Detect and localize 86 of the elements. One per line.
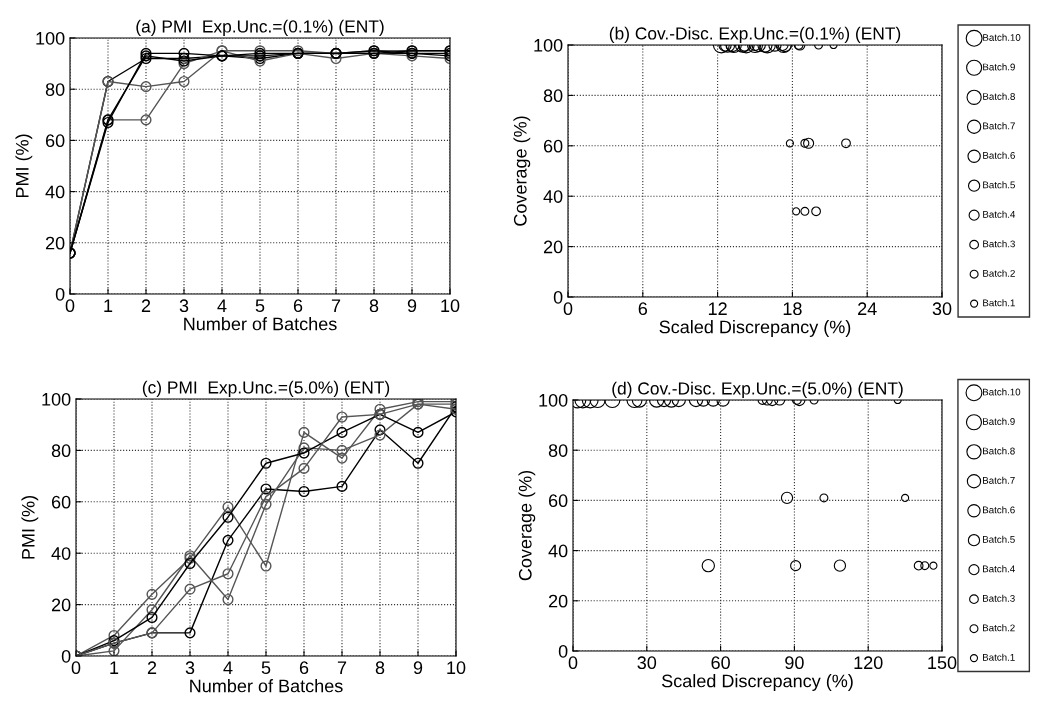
y-tick-label: 40 (51, 547, 71, 560)
legend-label: Batch.2 (983, 624, 1015, 632)
legend-label: Batch.4 (983, 210, 1016, 218)
x-tick-label: 5 (261, 661, 271, 675)
x-tick-label: 0 (568, 656, 578, 670)
legend-label: Batch.3 (983, 240, 1015, 248)
legend-label: Batch.10 (983, 33, 1021, 41)
x-tick-label: 7 (337, 661, 347, 674)
y-axis-title: Coverage (%) (513, 116, 531, 226)
legend-label: Batch.9 (983, 63, 1015, 71)
x-tick-label: 3 (185, 661, 195, 675)
x-axis-title: Number of Batches (190, 679, 343, 693)
chart-title: (a) PMI Exp.Unc.=(0.1%) (ENT) (136, 19, 384, 37)
x-axis-title: Scaled Discrepancy (%) (661, 674, 853, 691)
x-tick-label: 4 (217, 299, 227, 312)
x-tick-label: 6 (293, 299, 303, 313)
x-axis-title: Number of Batches (184, 317, 337, 331)
x-tick-label: 4 (223, 661, 233, 674)
y-tick-label: 100 (42, 392, 71, 406)
x-tick-label: 30 (932, 302, 952, 316)
legend-label: Batch.3 (983, 594, 1015, 602)
x-tick-label: 90 (785, 656, 804, 670)
x-tick-label: 18 (783, 302, 802, 316)
x-tick-label: 8 (369, 299, 379, 313)
y-tick-label: 40 (548, 544, 568, 558)
y-axis-title: PMI (%) (15, 134, 33, 198)
legend-label: Batch.2 (983, 269, 1015, 277)
y-tick-label: 80 (543, 89, 563, 103)
chart-title: (d) Cov.-Disc. Exp.Unc.=(5.0%) (ENT) (612, 381, 903, 399)
x-tick-label: 2 (141, 299, 151, 312)
x-tick-label: 0 (71, 661, 81, 675)
x-tick-label: 30 (637, 656, 657, 670)
y-axis-title: PMI (%) (21, 496, 39, 559)
x-tick-label: 1 (110, 661, 119, 674)
y-tick-label: 100 (534, 38, 563, 52)
chart-title: (b) Cov.-Disc. Exp.Unc.=(0.1%) (ENT) (609, 26, 901, 44)
legend-label: Batch.10 (983, 388, 1021, 396)
legend-label: Batch.1 (983, 299, 1015, 307)
legend-label: Batch.9 (983, 417, 1015, 425)
y-tick-label: 80 (45, 83, 65, 96)
x-tick-label: 1 (104, 299, 113, 312)
y-tick-label: 20 (543, 240, 563, 254)
legend-label: Batch.4 (983, 565, 1015, 573)
legend-label: Batch.8 (983, 92, 1015, 100)
x-tick-label: 12 (708, 302, 727, 315)
x-tick-label: 7 (331, 299, 341, 312)
y-tick-label: 40 (45, 185, 65, 199)
y-tick-label: 80 (51, 444, 71, 458)
y-tick-label: 100 (539, 393, 568, 407)
x-tick-label: 120 (854, 656, 883, 670)
x-tick-label: 5 (255, 299, 265, 313)
y-tick-label: 20 (548, 594, 568, 608)
legend-label: Batch.6 (983, 506, 1015, 514)
x-tick-label: 6 (299, 661, 309, 675)
y-tick-label: 20 (45, 236, 65, 250)
legend-label: Batch.5 (983, 181, 1015, 189)
y-tick-label: 60 (51, 495, 71, 509)
x-tick-label: 9 (407, 299, 417, 313)
legend-label: Batch.5 (983, 535, 1015, 543)
chart-title: (c) PMI Exp.Unc.=(5.0%) (ENT) (142, 380, 390, 398)
y-tick-label: 80 (548, 444, 568, 457)
y-tick-label: 60 (548, 494, 568, 508)
x-tick-label: 60 (711, 656, 730, 670)
x-tick-label: 150 (928, 656, 957, 670)
y-tick-label: 0 (55, 287, 65, 301)
x-tick-label: 10 (447, 661, 466, 675)
legend-label: Batch.7 (983, 476, 1015, 484)
y-tick-label: 60 (543, 139, 563, 153)
y-axis-title: Coverage (%) (518, 470, 536, 581)
x-tick-label: 2 (147, 661, 157, 674)
y-tick-label: 60 (45, 134, 65, 148)
legend-label: Batch.7 (983, 122, 1015, 130)
y-tick-label: 20 (51, 598, 71, 612)
legend-label: Batch.1 (983, 653, 1015, 661)
x-axis-title: Scaled Discrepancy (%) (659, 320, 851, 337)
x-tick-label: 8 (375, 661, 385, 675)
legend-label: Batch.6 (983, 151, 1015, 159)
x-tick-label: 3 (179, 299, 189, 313)
x-tick-label: 10 (441, 299, 460, 313)
x-tick-label: 6 (638, 302, 648, 316)
x-tick-label: 9 (413, 661, 423, 675)
y-tick-label: 0 (558, 644, 568, 658)
y-tick-label: 100 (36, 31, 65, 45)
y-tick-label: 40 (543, 190, 563, 203)
x-tick-label: 24 (858, 302, 877, 315)
legend-label: Batch.8 (983, 447, 1015, 455)
